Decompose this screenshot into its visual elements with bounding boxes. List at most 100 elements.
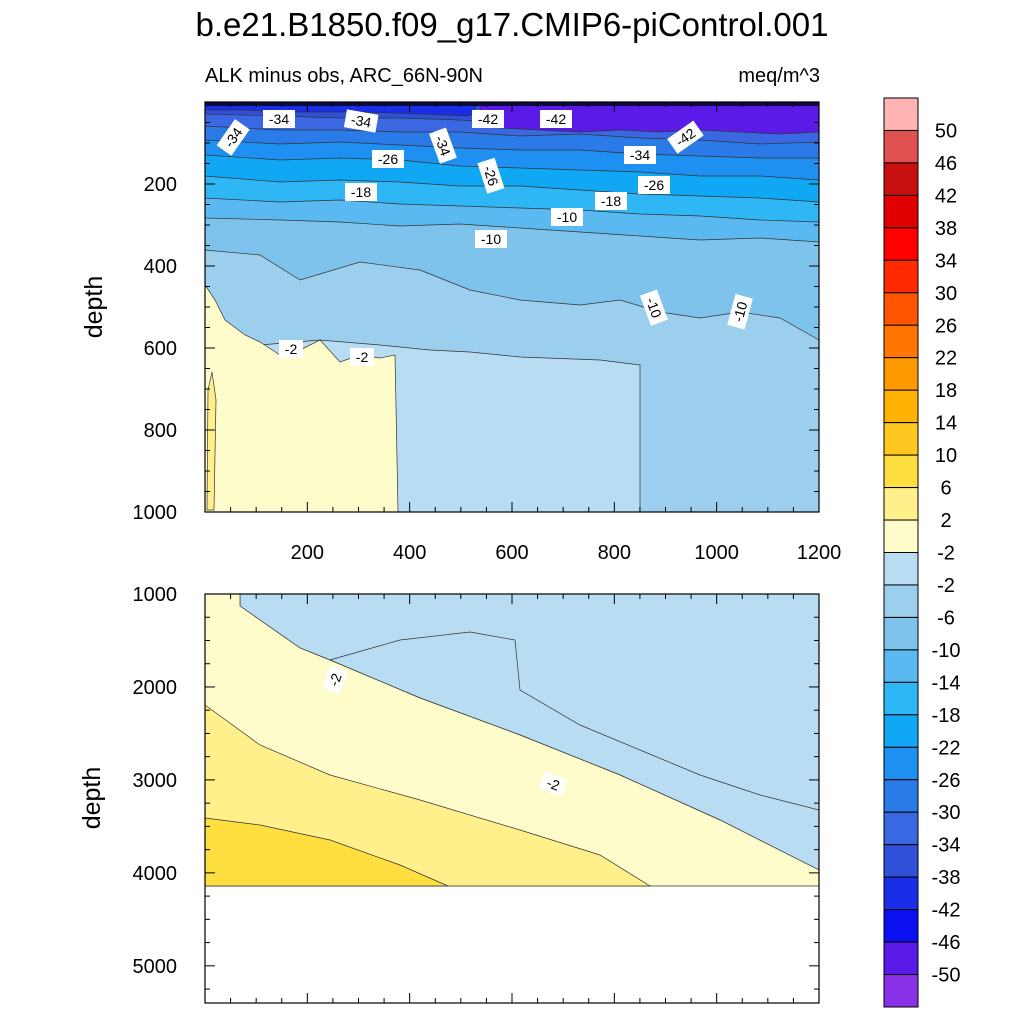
contour-label: -2 bbox=[325, 671, 344, 688]
colorbar-label: 10 bbox=[935, 445, 957, 467]
colorbar-swatch bbox=[883, 811, 919, 846]
upper-ytick-label: 200 bbox=[144, 174, 177, 196]
upper-xtick-label: 1000 bbox=[694, 542, 739, 564]
contour-label: -18 bbox=[601, 193, 621, 209]
colorbar-label: 14 bbox=[935, 413, 957, 435]
lower-ytick-label: 4000 bbox=[133, 863, 178, 885]
contour-label: -18 bbox=[351, 184, 371, 200]
lower-ytick-label: 2000 bbox=[133, 677, 178, 699]
colorbar-label: -30 bbox=[932, 802, 961, 824]
contour-label: -34 bbox=[350, 111, 373, 130]
contour-label: -2 bbox=[545, 774, 562, 793]
colorbar-label: -10 bbox=[932, 640, 961, 662]
colorbar-swatch bbox=[883, 909, 919, 943]
upper-xtick-label: 600 bbox=[495, 542, 528, 564]
upper-xtick-label: 200 bbox=[291, 542, 324, 564]
contour-label: -10 bbox=[557, 209, 577, 225]
colorbar-swatch bbox=[883, 259, 919, 294]
colorbar-swatch bbox=[883, 162, 919, 196]
contour-label: -10 bbox=[481, 231, 501, 247]
colorbar-swatch bbox=[883, 357, 919, 391]
colorbar-label: -18 bbox=[932, 705, 961, 727]
contour-label: -42 bbox=[478, 111, 498, 127]
colorbar-label: 38 bbox=[935, 218, 957, 240]
colorbar-label: -50 bbox=[932, 965, 961, 987]
colorbar-label: 18 bbox=[935, 380, 957, 402]
colorbar-swatch bbox=[883, 844, 919, 878]
colorbar-swatch bbox=[883, 487, 919, 521]
contour-label: -34 bbox=[269, 111, 289, 127]
subtitle-right: meq/m^3 bbox=[738, 65, 820, 87]
colorbar-swatch bbox=[883, 649, 919, 683]
colorbar-label: -34 bbox=[932, 835, 961, 857]
contour-labels-upper: -34 -34 -34 -42 -42 -34 -42 -34 -26 -26 … bbox=[216, 109, 753, 366]
colorbar-swatch bbox=[883, 422, 919, 456]
colorbar-label: 30 bbox=[935, 283, 957, 305]
colorbar-label: 42 bbox=[935, 185, 957, 207]
contour-label: -26 bbox=[378, 151, 398, 167]
colorbar-label: 2 bbox=[940, 510, 951, 532]
upper-ytick-label: 400 bbox=[144, 256, 177, 278]
colorbar-swatch bbox=[883, 97, 919, 131]
lower-ytick-label: 3000 bbox=[133, 770, 178, 792]
upper-ytick-label: 1000 bbox=[133, 502, 178, 524]
lower-ytick-label: 5000 bbox=[133, 956, 178, 978]
colorbar-label: 26 bbox=[935, 315, 957, 337]
colorbar: 50 46 42 38 34 30 26 22 18 14 10 6 2 -2 -2 -6 -10 -14 -18 -… bbox=[883, 97, 961, 1008]
colorbar-swatch bbox=[883, 519, 919, 553]
upper-axes: 200 400 600 800 1000 1200 200 400 600 800 1000 bbox=[133, 102, 842, 564]
colorbar-label: -46 bbox=[932, 932, 961, 954]
colorbar-label: -6 bbox=[937, 607, 955, 629]
colorbar-label: 34 bbox=[935, 250, 957, 272]
colorbar-label: -2 bbox=[937, 543, 955, 565]
colorbar-swatch bbox=[883, 129, 919, 164]
upper-ytick-label: 800 bbox=[144, 420, 177, 442]
colorbar-label: 46 bbox=[935, 153, 957, 175]
contour-label: -2 bbox=[356, 349, 369, 365]
upper-ytick-label: 600 bbox=[144, 338, 177, 360]
contour-label: -26 bbox=[480, 164, 502, 188]
colorbar-swatch bbox=[883, 389, 919, 424]
colorbar-swatch bbox=[883, 681, 919, 716]
colorbar-label: 22 bbox=[935, 348, 957, 370]
colorbar-swatch bbox=[883, 974, 919, 1008]
colorbar-label: -14 bbox=[932, 672, 961, 694]
contour-label: -26 bbox=[644, 177, 664, 193]
contour-label: -42 bbox=[546, 111, 566, 127]
upper-ylabel: depth bbox=[80, 276, 108, 339]
contour-labels-lower: -2 -2 bbox=[322, 665, 568, 797]
contour-label: -10 bbox=[643, 295, 665, 320]
upper-xtick-label: 1200 bbox=[797, 542, 842, 564]
contour-label: -34 bbox=[630, 147, 650, 163]
contour-label: -34 bbox=[432, 133, 454, 158]
colorbar-label: -26 bbox=[932, 770, 961, 792]
colorbar-swatch bbox=[883, 552, 919, 586]
colorbar-label: -22 bbox=[932, 737, 961, 759]
colorbar-swatch bbox=[883, 324, 919, 359]
colorbar-swatch bbox=[883, 227, 919, 261]
field-band-plus6 bbox=[206, 371, 217, 511]
colorbar-label: 50 bbox=[935, 120, 957, 142]
colorbar-swatch bbox=[883, 941, 919, 976]
colorbar-label: -38 bbox=[932, 867, 961, 889]
colorbar-swatch bbox=[883, 746, 919, 781]
lower-axes: 1000 2000 3000 4000 5000 bbox=[133, 584, 819, 1003]
colorbar-label: -42 bbox=[932, 900, 961, 922]
subtitle-left: ALK minus obs, ARC_66N-90N bbox=[205, 65, 483, 87]
colorbar-swatch bbox=[883, 714, 919, 748]
contour-label: -2 bbox=[285, 341, 298, 357]
lower-ytick-label: 1000 bbox=[133, 584, 178, 606]
contour-label: -10 bbox=[730, 300, 751, 324]
colorbar-swatch bbox=[883, 876, 919, 911]
lower-ylabel: depth bbox=[78, 767, 106, 830]
upper-panel: -34 -34 -34 -42 -42 -34 -42 -34 -26 -26 … bbox=[80, 101, 842, 564]
upper-xtick-label: 400 bbox=[393, 542, 426, 564]
colorbar-swatch bbox=[883, 779, 919, 813]
field-band-plus10-lower bbox=[205, 817, 449, 887]
colorbar-swatch bbox=[883, 616, 919, 651]
colorbar-swatch bbox=[883, 454, 919, 489]
upper-xtick-label: 800 bbox=[598, 542, 631, 564]
lower-panel: -2 -2 1000 2000 3000 4000 5000 depth bbox=[78, 584, 820, 1004]
colorbar-label: -2 bbox=[937, 575, 955, 597]
